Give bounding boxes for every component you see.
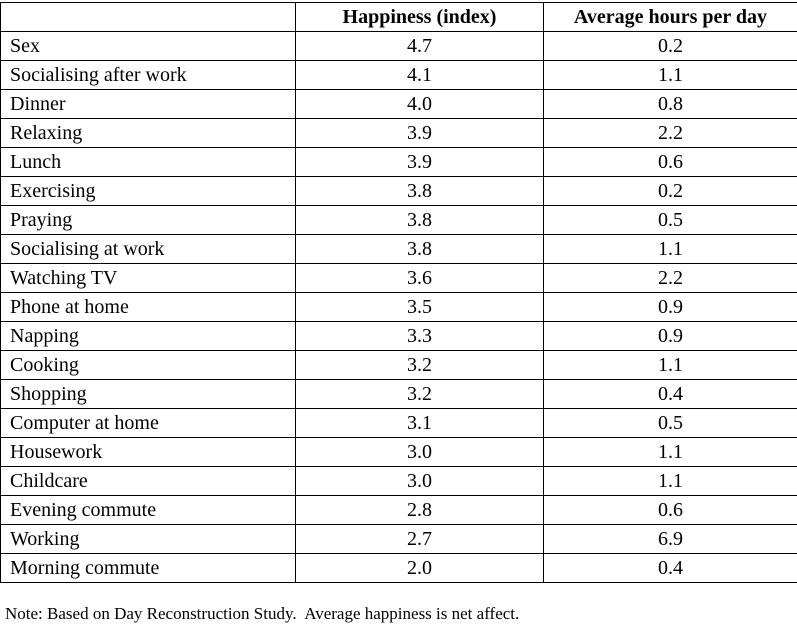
happiness-cell: 2.0 [296, 554, 544, 583]
hours-cell: 0.6 [544, 496, 797, 525]
happiness-cell: 3.8 [296, 235, 544, 264]
hours-cell: 0.5 [544, 206, 797, 235]
hours-cell: 0.8 [544, 90, 797, 119]
happiness-cell: 4.0 [296, 90, 544, 119]
activity-cell: Cooking [1, 351, 296, 380]
activity-cell: Lunch [1, 148, 296, 177]
happiness-cell: 2.7 [296, 525, 544, 554]
happiness-cell: 3.5 [296, 293, 544, 322]
hours-cell: 2.2 [544, 119, 797, 148]
activity-cell: Working [1, 525, 296, 554]
activity-cell: Phone at home [1, 293, 296, 322]
hours-cell: 6.9 [544, 525, 797, 554]
happiness-cell: 3.8 [296, 177, 544, 206]
activity-cell: Exercising [1, 177, 296, 206]
hours-cell: 1.1 [544, 351, 797, 380]
hours-cell: 0.9 [544, 322, 797, 351]
hours-cell: 0.4 [544, 380, 797, 409]
hours-cell: 1.1 [544, 467, 797, 496]
hours-cell: 1.1 [544, 235, 797, 264]
hours-cell: 0.5 [544, 409, 797, 438]
activity-cell: Housework [1, 438, 296, 467]
activity-cell: Childcare [1, 467, 296, 496]
hours-cell: 0.9 [544, 293, 797, 322]
happiness-cell: 3.8 [296, 206, 544, 235]
table-header-row: Happiness (index) Average hours per day [1, 3, 797, 32]
happiness-cell: 3.2 [296, 380, 544, 409]
activity-cell: Sex [1, 32, 296, 61]
hours-cell: 1.1 [544, 438, 797, 467]
hours-cell: 0.2 [544, 32, 797, 61]
table-note: Note: Based on Day Reconstruction Study.… [5, 604, 797, 624]
activity-cell: Evening commute [1, 496, 296, 525]
activity-column-header [1, 3, 296, 32]
happiness-cell: 4.7 [296, 32, 544, 61]
hours-cell: 0.6 [544, 148, 797, 177]
happiness-cell: 3.3 [296, 322, 544, 351]
activity-cell: Watching TV [1, 264, 296, 293]
hours-column-header: Average hours per day [544, 3, 797, 32]
happiness-cell: 3.9 [296, 148, 544, 177]
happiness-cell: 3.9 [296, 119, 544, 148]
hours-cell: 0.2 [544, 177, 797, 206]
happiness-cell: 3.6 [296, 264, 544, 293]
happiness-column-header: Happiness (index) [296, 3, 544, 32]
happiness-cell: 2.8 [296, 496, 544, 525]
activity-cell: Shopping [1, 380, 296, 409]
happiness-activities-table: Happiness (index) Average hours per day … [0, 2, 797, 583]
activity-cell: Napping [1, 322, 296, 351]
hours-cell: 0.4 [544, 554, 797, 583]
activity-cell: Socialising at work [1, 235, 296, 264]
happiness-cell: 4.1 [296, 61, 544, 90]
activity-cell: Praying [1, 206, 296, 235]
activity-cell: Relaxing [1, 119, 296, 148]
happiness-cell: 3.1 [296, 409, 544, 438]
happiness-cell: 3.2 [296, 351, 544, 380]
activity-cell: Dinner [1, 90, 296, 119]
hours-cell: 1.1 [544, 61, 797, 90]
happiness-cell: 3.0 [296, 467, 544, 496]
activity-cell: Socialising after work [1, 61, 296, 90]
activity-cell: Computer at home [1, 409, 296, 438]
happiness-cell: 3.0 [296, 438, 544, 467]
activity-cell: Morning commute [1, 554, 296, 583]
hours-cell: 2.2 [544, 264, 797, 293]
